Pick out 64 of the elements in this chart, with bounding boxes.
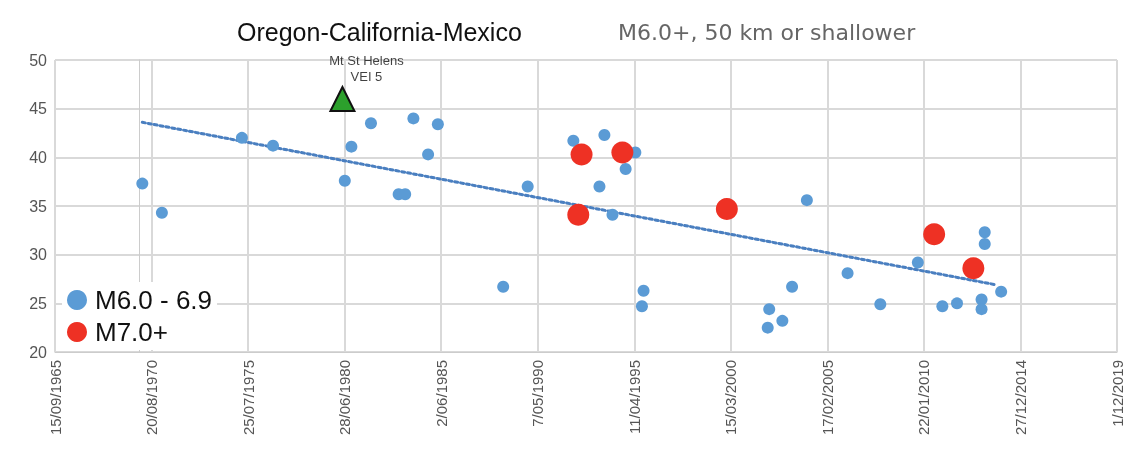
point: [715, 197, 738, 220]
x-tick-label: 27/12/2014: [1011, 360, 1029, 436]
y-tick-label: 50: [29, 51, 48, 69]
point: [761, 321, 774, 334]
point: [267, 139, 280, 152]
point: [593, 180, 606, 193]
point: [995, 285, 1008, 298]
point: [422, 148, 435, 161]
point: [763, 303, 776, 316]
point: [497, 280, 510, 293]
x-tick-label: 2/06/1985: [432, 360, 450, 427]
chart-subtitle: M6.0+, 50 km or shallower: [618, 19, 917, 45]
y-tick-label: 25: [29, 294, 48, 312]
point: [329, 85, 356, 112]
point: [567, 203, 590, 226]
x-tick-label: 25/07/1975: [239, 360, 257, 436]
point: [235, 131, 248, 144]
point: [570, 143, 593, 166]
legend-label: M7.0+: [95, 317, 168, 347]
point: [598, 128, 611, 141]
annotation: Mt St Helens VEI 5: [329, 52, 405, 84]
x-tick-label: 11/04/1995: [625, 360, 643, 434]
point: [874, 298, 887, 311]
point: [364, 117, 377, 130]
point: [962, 257, 985, 280]
point: [786, 280, 799, 293]
point: [611, 141, 634, 164]
legend-label: M6.0 - 6.9: [95, 285, 213, 315]
y-tick-label: 40: [29, 148, 48, 166]
y-tick-label: 45: [29, 100, 48, 118]
chart-title: Oregon-California-Mexico: [237, 17, 522, 46]
point: [521, 180, 534, 193]
y-tick-label: 30: [29, 246, 48, 264]
x-tick-label: 1/12/2019: [1108, 360, 1126, 427]
x-tick-label: 28/06/1980: [336, 360, 354, 436]
x-tick-label: 15/09/1965: [46, 360, 64, 436]
point: [619, 163, 632, 176]
x-tick-label: 7/05/1990: [529, 360, 547, 427]
point: [911, 256, 924, 269]
point: [978, 226, 991, 239]
point: [841, 267, 854, 280]
x-tick-label: 17/02/2005: [818, 360, 836, 436]
x-tick-label: 15/03/2000: [722, 360, 740, 436]
point: [407, 112, 420, 125]
point: [345, 140, 358, 153]
x-tick-label: 20/08/1970: [143, 360, 161, 436]
point: [431, 118, 444, 131]
x-tick-label: 22/01/2010: [915, 360, 933, 436]
point: [136, 177, 149, 190]
point: [978, 237, 991, 250]
point: [776, 314, 789, 327]
point: [606, 208, 619, 221]
y-tick-label: 20: [29, 343, 48, 361]
point: [155, 206, 168, 219]
point: [936, 300, 949, 313]
point: [923, 223, 946, 246]
point: [975, 303, 988, 316]
point: [637, 284, 650, 297]
y-tick-label: 35: [29, 197, 48, 215]
point: [567, 134, 580, 147]
point: [635, 300, 648, 313]
point: [800, 194, 813, 207]
point: [338, 174, 351, 187]
point: [951, 297, 963, 310]
